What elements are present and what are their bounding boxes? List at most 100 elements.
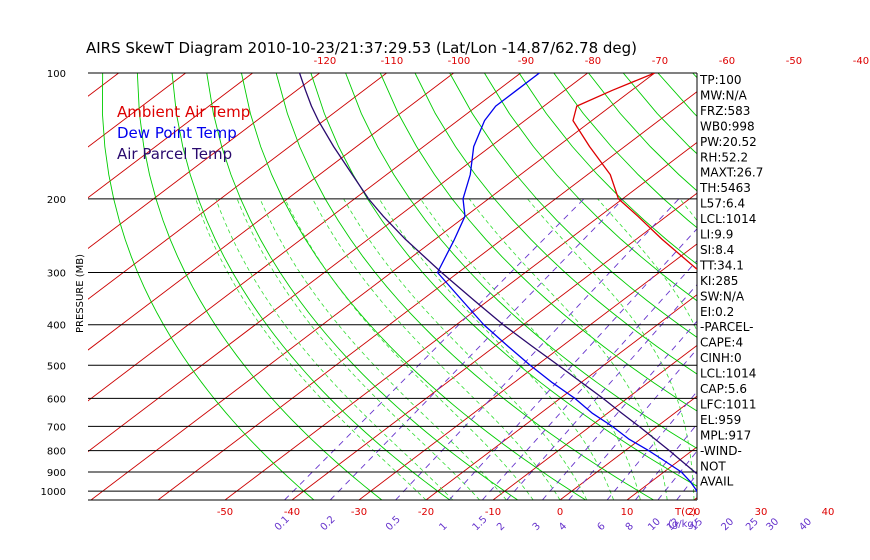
pressure-tick-label: 600: [47, 394, 66, 405]
series-line-ambient-air-temp: [572, 73, 697, 271]
dry-adiabat-line: [518, 73, 697, 265]
mixing-ratio-line: [329, 198, 624, 500]
index-item: EL:959: [700, 413, 741, 427]
mixing-ratio-line: [284, 198, 585, 500]
dry-adiabat-line: [136, 73, 383, 500]
pressure-grid: [88, 72, 698, 501]
dry-adiabat-line: [345, 73, 697, 449]
mixing-ratio-line: [776, 199, 870, 500]
top-temperature-tick-labels: -120 -110 -100 -90 -80 -70 -60 -50 -40: [314, 56, 870, 67]
top-temp-tick-label: -100: [448, 56, 471, 67]
index-item: TP:100: [699, 73, 742, 87]
bottom-temp-tick-label: 30: [755, 507, 768, 518]
dry-adiabat-line: [657, 73, 697, 117]
isotherm-line: [224, 141, 697, 500]
mixing-ratio-line: [542, 320, 697, 500]
legend: Ambient Air Temp Dew Point Temp Air Parc…: [117, 103, 250, 163]
moist-adiabat-line: [259, 198, 507, 500]
dry-adiabat-line: [449, 73, 697, 338]
mixing-ratio-label: 10: [646, 516, 663, 533]
index-item: SI:8.4: [700, 243, 734, 257]
top-temp-tick-label: -80: [585, 56, 601, 67]
index-item: CAP:5.6: [700, 382, 747, 396]
series-line-dew-point-temp: [436, 73, 697, 494]
isotherm-line: [157, 91, 697, 500]
mixing-ratio-label: 4: [557, 521, 569, 533]
index-item: SW:N/A: [700, 289, 745, 303]
y-axis-label: PRESSURE (MB): [75, 254, 86, 333]
index-item: EI:0.2: [700, 305, 734, 319]
dry-adiabat-line: [206, 73, 519, 500]
mixing-ratio-line: [395, 198, 680, 500]
pressure-tick-label: 100: [47, 69, 66, 80]
dry-adiabat-line: [414, 73, 697, 375]
bottom-temp-tick-label: 40: [822, 507, 835, 518]
mixing-ratio-label: 2: [495, 521, 507, 533]
moist-adiabat-line: [312, 198, 561, 500]
mixing-ratio-label: 3: [531, 521, 543, 533]
legend-air-parcel-temp: Air Parcel Temp: [117, 145, 232, 163]
mixing-ratio-line: [481, 259, 697, 500]
index-item: MW:N/A: [700, 88, 748, 102]
moist-adiabat-line: [284, 198, 534, 500]
top-temp-tick-label: -40: [853, 56, 869, 67]
index-item: MPL:917: [700, 428, 751, 442]
top-temp-tick-label: -120: [314, 56, 337, 67]
bottom-temp-tick-label: -10: [485, 507, 501, 518]
pressure-tick-label: 800: [47, 447, 66, 458]
dry-adiabat-line: [379, 73, 697, 412]
isotherm-line: [425, 294, 697, 500]
index-item: -PARCEL-: [700, 320, 754, 334]
mixing-ratio-label: 25: [744, 516, 761, 533]
index-item: WB0:998: [700, 119, 755, 133]
mixing-ratio-label: 0.5: [384, 514, 403, 533]
isotherm-line: [88, 73, 387, 300]
top-temp-tick-label: -90: [518, 56, 534, 67]
moist-adiabat-line: [343, 198, 588, 500]
dry-adiabat-line: [171, 73, 451, 500]
index-item: TT:34.1: [699, 258, 744, 272]
bottom-temp-tick-label: -40: [284, 507, 300, 518]
pressure-tick-label: 400: [47, 321, 66, 332]
dry-adiabat-line: [762, 73, 870, 500]
index-item: TH:5463: [699, 181, 751, 195]
isotherm-line: [828, 73, 870, 500]
moist-adiabat-line: [527, 198, 695, 500]
legend-dew-point-temp: Dew Point Temp: [117, 124, 237, 142]
pressure-tick-label: 500: [47, 361, 66, 372]
index-item: CINH:0: [700, 351, 742, 365]
mixing-ratio-line: [731, 199, 870, 500]
moist-adiabat-line: [855, 199, 870, 500]
moist-adiabat-line: [378, 198, 614, 500]
series-line-air-parcel-temp: [298, 73, 697, 475]
dry-adiabat-line: [866, 73, 870, 500]
isotherm-line: [761, 73, 870, 500]
pressure-tick-label: 200: [47, 195, 66, 206]
isotherm-line: [358, 243, 697, 500]
mixing-ratio-label: 1: [437, 521, 449, 533]
index-item: NOT: [700, 459, 726, 473]
dry-adiabat-line: [484, 73, 697, 302]
mixing-ratio-label: 30: [765, 516, 782, 533]
bottom-temp-tick-label: -20: [418, 507, 434, 518]
bottom-temp-unit: T(C): [674, 507, 696, 518]
isotherm-line: [88, 73, 253, 199]
isotherm-line: [0, 73, 52, 500]
mixing-ratio-line: [506, 284, 697, 500]
top-temp-tick-label: -70: [652, 56, 668, 67]
index-item: CAPE:4: [700, 336, 743, 350]
moist-adiabat-line: [236, 198, 480, 500]
mixing-ratio-line: [809, 199, 870, 500]
moist-adiabat-line: [828, 199, 870, 500]
moist-adiabat-line: [468, 198, 668, 500]
mixing-ratio-label: 20: [719, 516, 736, 533]
mixing-ratio-label: 6: [595, 521, 607, 533]
bottom-temp-tick-label: 20: [688, 507, 701, 518]
isotherm-line: [88, 73, 521, 402]
pressure-tick-label: 900: [47, 468, 66, 479]
moist-adiabat-line: [195, 198, 427, 500]
bottom-temp-tick-label: -50: [217, 507, 233, 518]
index-item: L57:6.4: [700, 197, 745, 211]
